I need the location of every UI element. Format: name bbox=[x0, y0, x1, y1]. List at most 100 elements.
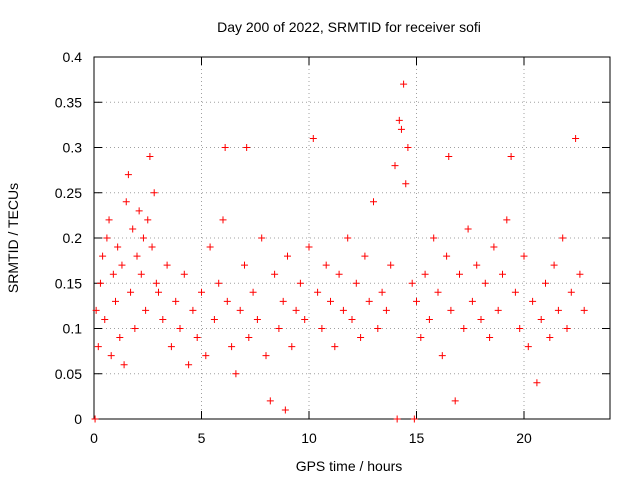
data-point bbox=[542, 279, 549, 287]
y-tick-label: 0.1 bbox=[63, 321, 83, 337]
data-point bbox=[344, 234, 352, 242]
data-point bbox=[417, 334, 425, 342]
data-point bbox=[563, 325, 571, 332]
data-point bbox=[144, 216, 152, 224]
data-point bbox=[301, 315, 309, 323]
data-point bbox=[262, 352, 270, 360]
data-point bbox=[221, 144, 229, 151]
x-tick-label: 5 bbox=[198, 430, 206, 446]
data-point bbox=[374, 325, 382, 332]
data-point bbox=[322, 261, 330, 269]
data-point bbox=[105, 216, 113, 224]
data-point bbox=[352, 279, 360, 287]
data-point bbox=[223, 297, 231, 305]
data-point bbox=[413, 297, 420, 305]
y-tick-label: 0.3 bbox=[63, 140, 83, 156]
data-point bbox=[445, 153, 453, 161]
data-point bbox=[114, 243, 122, 251]
data-point bbox=[155, 288, 162, 296]
data-point bbox=[133, 252, 141, 260]
data-point bbox=[490, 243, 498, 251]
data-point bbox=[511, 288, 519, 296]
data-point bbox=[118, 261, 126, 269]
data-point bbox=[395, 116, 403, 124]
data-point bbox=[473, 261, 481, 269]
data-point bbox=[129, 225, 137, 233]
data-point bbox=[122, 198, 130, 206]
data-point bbox=[202, 352, 210, 360]
data-point bbox=[150, 189, 158, 197]
data-point bbox=[327, 297, 334, 305]
data-point bbox=[537, 315, 545, 323]
data-point bbox=[94, 343, 102, 351]
data-point bbox=[228, 343, 236, 351]
data-point bbox=[447, 306, 455, 314]
data-point bbox=[219, 216, 227, 224]
data-point bbox=[107, 352, 115, 360]
data-point bbox=[236, 306, 244, 314]
data-point bbox=[99, 252, 107, 260]
data-point bbox=[112, 297, 119, 305]
x-tick-label: 10 bbox=[301, 430, 317, 446]
data-point bbox=[503, 216, 511, 224]
data-point bbox=[430, 234, 438, 242]
data-point bbox=[258, 234, 266, 242]
data-point bbox=[533, 379, 541, 387]
data-point bbox=[481, 279, 489, 287]
data-point bbox=[576, 270, 584, 278]
data-point bbox=[559, 234, 567, 242]
data-point bbox=[391, 162, 399, 170]
data-point bbox=[109, 270, 117, 278]
data-point bbox=[339, 306, 347, 314]
data-point bbox=[163, 261, 171, 269]
data-point bbox=[507, 153, 515, 161]
data-point bbox=[249, 288, 257, 296]
x-tick-label: 15 bbox=[409, 430, 425, 446]
chart-title: Day 200 of 2022, SRMTID for receiver sof… bbox=[217, 19, 481, 35]
data-point bbox=[477, 315, 485, 323]
data-point bbox=[408, 279, 416, 287]
data-point bbox=[284, 252, 291, 260]
data-point bbox=[152, 279, 160, 287]
x-tick-label: 0 bbox=[90, 430, 98, 446]
data-point bbox=[101, 315, 109, 323]
data-point bbox=[494, 306, 502, 314]
data-point bbox=[180, 270, 188, 278]
data-point bbox=[357, 334, 365, 342]
data-point bbox=[524, 343, 532, 351]
data-point bbox=[148, 243, 156, 251]
data-point bbox=[120, 361, 128, 369]
data-point bbox=[451, 397, 459, 405]
data-point bbox=[206, 243, 214, 251]
y-tick-label: 0.25 bbox=[55, 185, 82, 201]
data-point bbox=[266, 397, 274, 405]
data-point bbox=[309, 134, 317, 142]
y-tick-label: 0 bbox=[74, 411, 82, 427]
data-point bbox=[318, 325, 326, 332]
data-point bbox=[529, 297, 537, 305]
data-point bbox=[210, 315, 218, 323]
data-point bbox=[281, 406, 289, 414]
data-point bbox=[245, 334, 253, 342]
data-point bbox=[335, 270, 343, 278]
data-point bbox=[456, 270, 463, 278]
plot-border bbox=[93, 56, 611, 420]
data-point bbox=[146, 153, 154, 161]
y-tick-label: 0.4 bbox=[63, 49, 83, 65]
data-point bbox=[271, 270, 279, 278]
y-tick-label: 0.05 bbox=[55, 366, 82, 382]
data-point bbox=[567, 288, 575, 296]
data-point bbox=[135, 207, 143, 215]
data-point bbox=[305, 243, 313, 251]
x-tick-label: 20 bbox=[516, 430, 532, 446]
y-axis-label: SRMTID / TECUs bbox=[5, 183, 21, 293]
data-point bbox=[116, 334, 124, 342]
data-point bbox=[172, 297, 180, 305]
data-point bbox=[92, 306, 100, 314]
data-point bbox=[397, 125, 405, 133]
data-point bbox=[314, 288, 322, 296]
data-point bbox=[288, 343, 296, 351]
data-point bbox=[185, 361, 193, 369]
y-tick-label: 0.15 bbox=[55, 275, 82, 291]
data-point bbox=[382, 306, 390, 314]
